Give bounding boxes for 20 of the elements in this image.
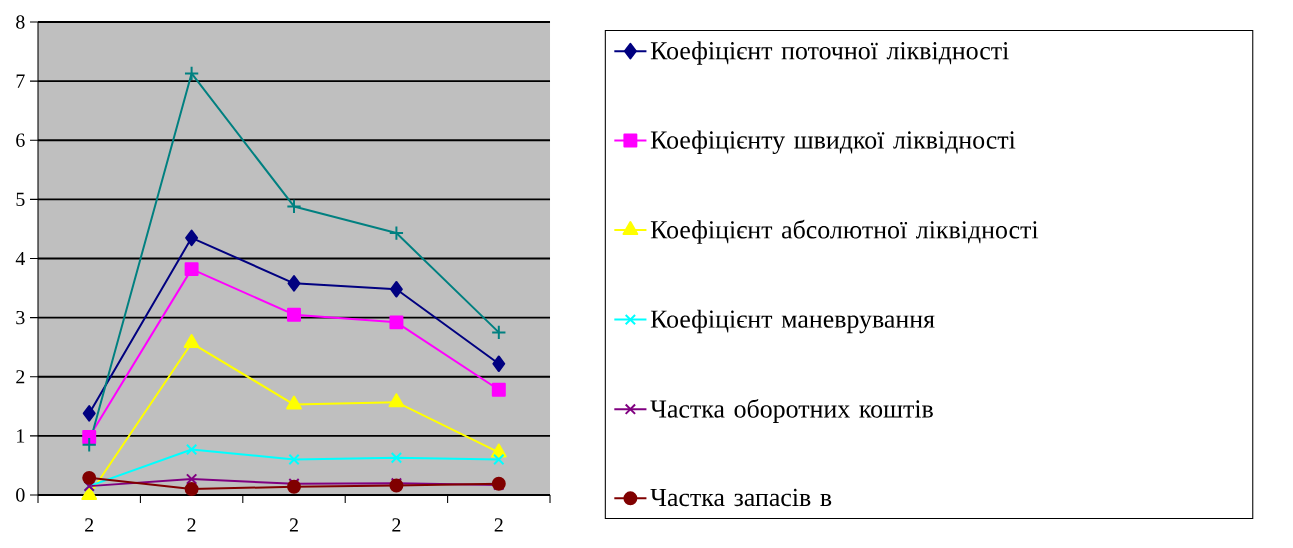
y-tick-label: 3	[16, 310, 25, 325]
x-tick-label: 2	[289, 518, 298, 532]
x-tick-label: 2	[494, 518, 503, 532]
y-tick-label: 8	[16, 15, 25, 29]
legend-label: Коефіцієнт маневрування	[650, 309, 935, 334]
x-tick-label: 2	[392, 518, 401, 532]
y-tick-label: 6	[16, 133, 25, 147]
x-tick-label: 2	[85, 518, 94, 532]
y-tick-label: 0	[16, 488, 25, 502]
legend-label: Частка оборотних коштів	[650, 398, 933, 423]
legend-label: Коефіцієнту швидкої ліквідності	[650, 130, 1016, 155]
y-tick-label: 1	[17, 429, 25, 443]
y-tick-label: 2	[16, 370, 25, 384]
legend-label: Частка запасів в	[650, 488, 832, 507]
x-tick-label: 2	[187, 518, 196, 532]
y-tick-label: 7	[16, 74, 25, 88]
y-tick-label: 4	[15, 251, 25, 266]
legend-label: Коефіцієнт абсолютної ліквідності	[650, 219, 1039, 244]
legend-label: Коефіцієнт поточної ліквідності	[650, 41, 1009, 65]
y-tick-label: 5	[16, 192, 25, 206]
